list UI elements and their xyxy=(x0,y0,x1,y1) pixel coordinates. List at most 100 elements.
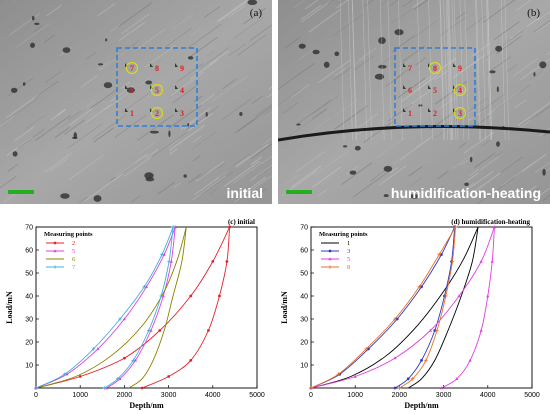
data-point xyxy=(123,356,126,360)
data-point xyxy=(118,377,122,380)
data-point xyxy=(167,375,171,378)
x-tick-label: 4000 xyxy=(205,392,221,399)
y-tick-label: 60 xyxy=(25,248,33,255)
legend-title: Measuring points xyxy=(44,231,93,238)
legend-entry: 8 xyxy=(347,264,350,271)
data-point xyxy=(444,294,448,298)
legend-entry: 2 xyxy=(72,240,75,247)
y-tick-label: 40 xyxy=(300,294,308,301)
data-point xyxy=(189,294,193,298)
data-point xyxy=(142,285,147,289)
plot-initial: 0 1000 2000 3000 4000 5000 10 20 30 40 50 60 70 Depth… xyxy=(0,205,275,414)
data-point xyxy=(420,359,423,362)
data-point xyxy=(395,317,399,321)
x-tick-label: 2000 xyxy=(392,392,408,399)
data-point xyxy=(189,359,193,362)
surface-texture xyxy=(0,0,272,204)
data-point xyxy=(115,377,120,381)
x-axis-label: Depth/nm xyxy=(404,401,439,410)
y-tick-label: 60 xyxy=(300,248,308,255)
data-point xyxy=(91,347,96,351)
grid-point-label: 2 xyxy=(433,109,437,118)
data-point xyxy=(393,317,397,321)
data-point xyxy=(160,252,164,257)
data-point xyxy=(428,328,432,332)
indent-marker-circle xyxy=(125,61,139,75)
data-point xyxy=(479,259,483,263)
data-point xyxy=(122,317,126,321)
series-1-loading-curve xyxy=(310,226,479,389)
series-7 xyxy=(34,225,175,390)
legend-entry: 1 xyxy=(347,240,350,247)
x-axis-label: Depth/nm xyxy=(129,401,164,410)
data-point xyxy=(102,386,107,390)
y-tick-label: 70 xyxy=(300,225,308,232)
y-tick-label: 10 xyxy=(300,363,308,370)
data-point xyxy=(96,347,100,351)
measuring-region-box xyxy=(116,47,198,127)
micrograph-humidification-heating: 7 8 9 6 5 4 1 2 3 (b) humidification-heating xyxy=(278,0,550,204)
grid-point-label: 4 xyxy=(458,86,462,95)
data-point xyxy=(62,372,67,376)
data-point xyxy=(146,328,151,333)
legend-entry: 5 xyxy=(72,248,75,255)
data-point xyxy=(105,386,109,390)
series-5 xyxy=(34,225,177,390)
surface-texture xyxy=(278,0,550,204)
panel-letter: (b) xyxy=(527,7,540,19)
legend-title: Measuring points xyxy=(319,231,368,238)
data-point xyxy=(144,285,149,288)
plot-frame xyxy=(35,226,258,389)
data-point xyxy=(206,329,210,332)
data-point xyxy=(393,386,397,390)
y-tick-label: 50 xyxy=(25,271,33,278)
y-tick-label: 20 xyxy=(300,340,308,347)
data-point xyxy=(171,225,175,229)
data-point xyxy=(406,377,410,381)
data-point xyxy=(397,386,402,390)
grid-point-label: 7 xyxy=(408,64,412,73)
legend-entry: 3 xyxy=(347,248,350,255)
data-point xyxy=(140,386,144,390)
plot-frame xyxy=(310,226,533,389)
crack-line xyxy=(278,125,550,142)
y-tick-label: 40 xyxy=(25,294,33,301)
data-point xyxy=(420,285,423,289)
data-point xyxy=(439,253,443,256)
grid-point-label: 4 xyxy=(180,86,184,95)
data-point xyxy=(424,358,428,363)
data-point xyxy=(353,374,357,378)
grid-point-label: 8 xyxy=(433,64,437,73)
grid-point-label: 8 xyxy=(155,64,159,73)
data-point xyxy=(131,358,136,363)
data-point xyxy=(218,294,221,298)
data-point xyxy=(161,294,165,298)
measuring-region-box xyxy=(394,47,476,127)
data-point xyxy=(417,285,422,289)
data-point xyxy=(450,259,455,264)
data-point xyxy=(159,294,163,298)
x-tick-label: 4000 xyxy=(480,392,496,399)
grid-point-label: 5 xyxy=(433,86,437,95)
x-tick-label: 3000 xyxy=(161,392,177,399)
y-tick-label: 30 xyxy=(300,317,308,324)
grid-point-label: 1 xyxy=(408,109,412,118)
grid-point-label: 7 xyxy=(130,64,134,73)
indent-marker-circle xyxy=(453,83,467,97)
data-point xyxy=(309,386,313,390)
panel-letter: (a) xyxy=(250,7,263,19)
y-tick-label: 50 xyxy=(300,271,308,278)
data-point xyxy=(486,294,490,298)
x-tick-label: 1000 xyxy=(347,392,363,399)
grid-point-label: 6 xyxy=(408,86,412,95)
x-tick-label: 5000 xyxy=(249,392,265,399)
data-point xyxy=(225,260,229,263)
data-point xyxy=(455,377,459,380)
data-point xyxy=(149,328,153,332)
grid-point-label: 5 xyxy=(155,86,159,95)
y-axis-label: Load/mN xyxy=(5,291,14,324)
panel-caption: humidification-heating xyxy=(391,185,541,201)
plot-title: (c) initial xyxy=(228,218,255,226)
data-point xyxy=(393,356,397,360)
